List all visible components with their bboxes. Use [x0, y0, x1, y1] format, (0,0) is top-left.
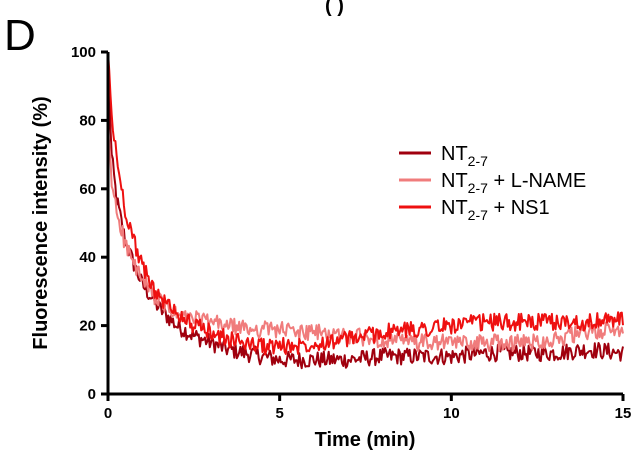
y-ticks: 0 20 40 60 80 100 [71, 44, 108, 403]
x-tick-label: 0 [104, 405, 112, 422]
y-tick-label: 40 [79, 249, 96, 266]
y-axis-title: Fluorescence intensity (%) [30, 96, 52, 349]
panel-letter: D [4, 11, 36, 60]
header-fragment: ( ) [325, 0, 344, 17]
x-axis-title: Time (min) [315, 429, 416, 451]
y-tick-label: 0 [88, 386, 96, 403]
y-tick-label: 20 [79, 318, 96, 335]
y-tick-label: 60 [79, 181, 96, 198]
series-line [107, 51, 624, 356]
legend-entry: NT2-7 + NS1 [441, 197, 550, 223]
y-tick-label: 100 [71, 44, 96, 61]
series-line [107, 51, 624, 370]
legend-entry: NT2-7 [441, 143, 488, 169]
series-layer [107, 51, 624, 370]
x-tick-label: 10 [443, 405, 460, 422]
legend-entry: NT2-7 + L-NAME [441, 170, 586, 196]
y-tick-label: 80 [79, 112, 96, 129]
x-tick-label: 5 [275, 405, 283, 422]
axes [106, 52, 623, 396]
x-ticks: 0 5 10 15 [104, 394, 632, 422]
x-tick-label: 15 [615, 405, 632, 422]
